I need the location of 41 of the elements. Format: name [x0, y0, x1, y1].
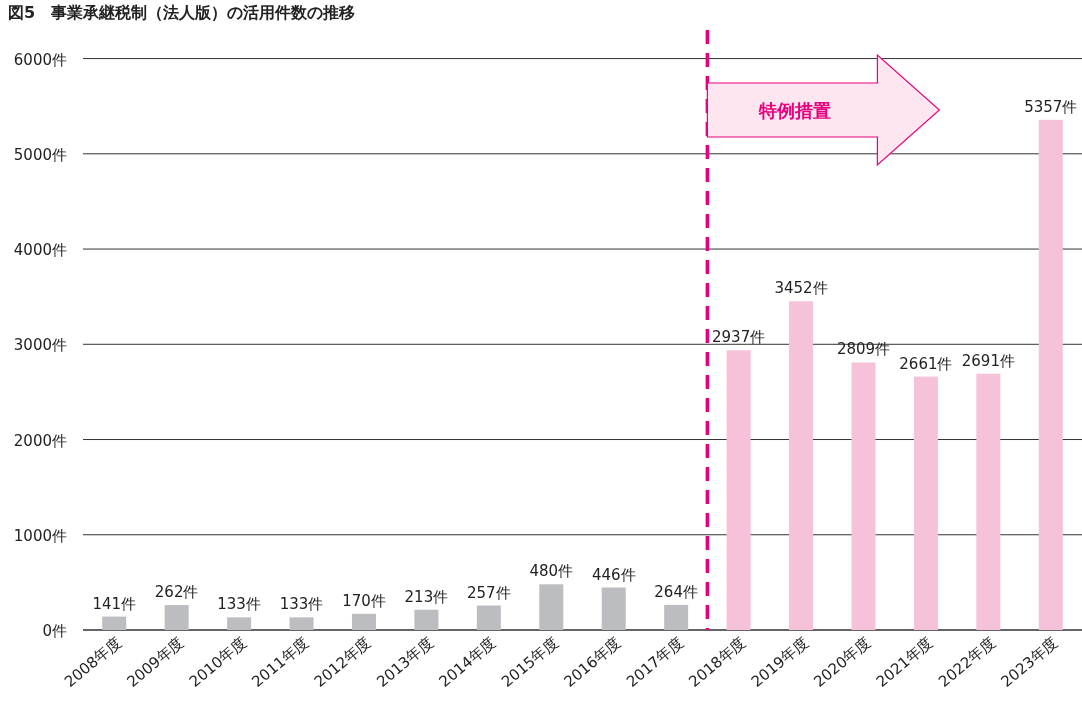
data-label: 170件 [342, 591, 386, 610]
data-label: 264件 [654, 582, 698, 601]
bar [164, 605, 189, 630]
bar [664, 604, 689, 630]
bar [289, 617, 314, 630]
bar [227, 617, 252, 630]
y-tick-label: 4000件 [13, 241, 67, 260]
bar [1038, 119, 1063, 630]
bar [539, 584, 564, 630]
data-label: 2691件 [961, 351, 1015, 370]
data-label: 2661件 [899, 354, 953, 373]
y-tick-label: 6000件 [13, 50, 67, 69]
bar [102, 616, 127, 630]
data-label: 480件 [529, 562, 574, 581]
bar [476, 605, 501, 630]
y-tick-label: 3000件 [13, 336, 67, 355]
data-label: 2937件 [712, 328, 766, 347]
y-tick-label: 2000件 [13, 431, 67, 450]
y-tick-label: 1000件 [13, 526, 67, 545]
chart-title: 図5 事業承継税制（法人版）の活用件数の推移 [8, 3, 356, 22]
data-label: 3452件 [774, 279, 828, 298]
annotation: 特例措置 [758, 100, 832, 121]
bar [601, 587, 626, 630]
data-label: 446件 [591, 565, 636, 584]
bar [789, 301, 814, 630]
data-label: 133件 [279, 595, 324, 614]
data-label: 5357件 [1024, 97, 1078, 116]
bar [414, 609, 439, 630]
bar [351, 613, 376, 630]
data-label: 141件 [92, 594, 137, 613]
bar [976, 373, 1001, 630]
data-label: 133件 [217, 595, 261, 614]
data-label: 2809件 [836, 340, 891, 359]
bar [726, 350, 751, 630]
bar [851, 362, 876, 630]
data-label: 257件 [467, 583, 511, 602]
y-tick-label: 5000件 [13, 145, 67, 164]
data-label: 213件 [404, 587, 449, 606]
bar [913, 376, 938, 630]
data-label: 262件 [154, 583, 199, 602]
y-tick-label: 0件 [42, 622, 67, 640]
